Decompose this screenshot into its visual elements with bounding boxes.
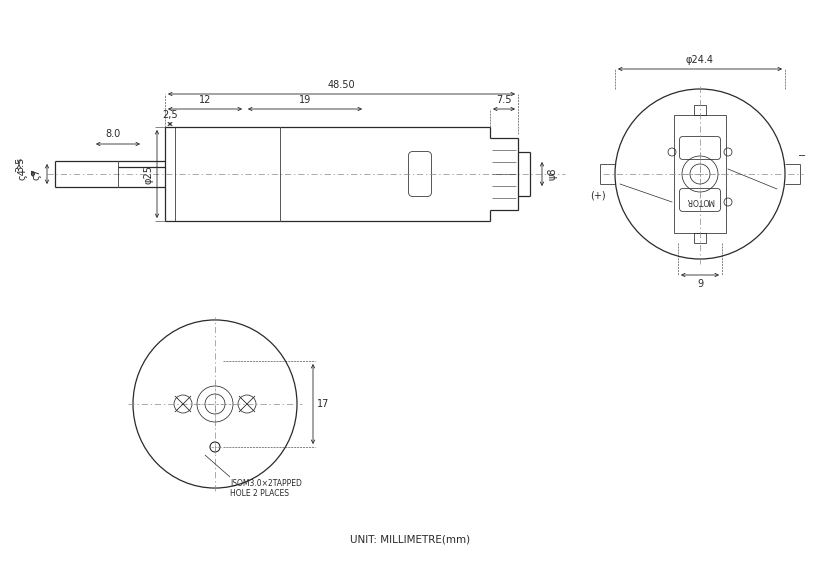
Text: (+): (+) (590, 191, 605, 201)
Text: 3.5: 3.5 (15, 156, 25, 171)
Text: ς4: ς4 (17, 168, 27, 180)
Text: ς7: ς7 (31, 168, 41, 180)
Text: φ25: φ25 (143, 165, 153, 183)
Text: 19: 19 (299, 95, 311, 105)
Text: ISOM3.0×2TAPPED
HOLE 2 PLACES: ISOM3.0×2TAPPED HOLE 2 PLACES (230, 479, 302, 499)
Text: 17: 17 (317, 399, 330, 409)
Bar (694, 233, 706, 243)
Text: 9: 9 (697, 279, 703, 289)
Text: 8.0: 8.0 (105, 129, 121, 139)
Bar (674, 115, 726, 233)
Text: MOTOR: MOTOR (685, 196, 714, 205)
Text: UNIT: MILLIMETRE(mm): UNIT: MILLIMETRE(mm) (350, 534, 470, 544)
Text: −: − (798, 151, 806, 161)
Text: φ24.4: φ24.4 (686, 55, 714, 65)
Text: 48.50: 48.50 (328, 80, 355, 90)
Text: ψ8: ψ8 (548, 168, 558, 180)
Text: 12: 12 (199, 95, 211, 105)
Text: 2,5: 2,5 (162, 110, 178, 120)
Text: 7.5: 7.5 (496, 95, 512, 105)
Bar (694, 105, 706, 115)
